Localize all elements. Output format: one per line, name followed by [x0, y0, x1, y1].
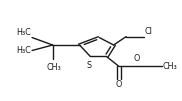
- Text: O: O: [134, 54, 140, 63]
- Text: H₃C: H₃C: [16, 46, 31, 55]
- Text: CH₃: CH₃: [46, 63, 61, 72]
- Text: S: S: [87, 61, 92, 70]
- Text: H₃C: H₃C: [16, 28, 31, 37]
- Text: O: O: [116, 80, 122, 89]
- Text: Cl: Cl: [145, 27, 153, 36]
- Text: CH₃: CH₃: [163, 62, 178, 71]
